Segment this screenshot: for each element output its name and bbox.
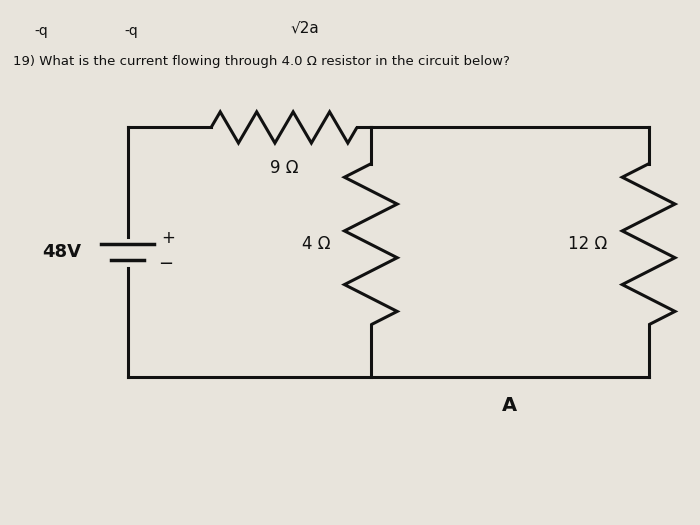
Text: +: +: [161, 228, 175, 247]
Text: 9 Ω: 9 Ω: [270, 159, 298, 176]
Text: -q: -q: [125, 24, 138, 38]
Text: A: A: [502, 396, 517, 415]
Text: √2a: √2a: [290, 21, 319, 36]
Text: -q: -q: [34, 24, 48, 38]
Text: 48V: 48V: [42, 243, 81, 261]
Text: 12 Ω: 12 Ω: [568, 235, 607, 254]
Text: −: −: [158, 255, 174, 272]
Text: 19) What is the current flowing through 4.0 Ω resistor in the circuit below?: 19) What is the current flowing through …: [13, 55, 510, 68]
Text: 4 Ω: 4 Ω: [302, 235, 331, 254]
